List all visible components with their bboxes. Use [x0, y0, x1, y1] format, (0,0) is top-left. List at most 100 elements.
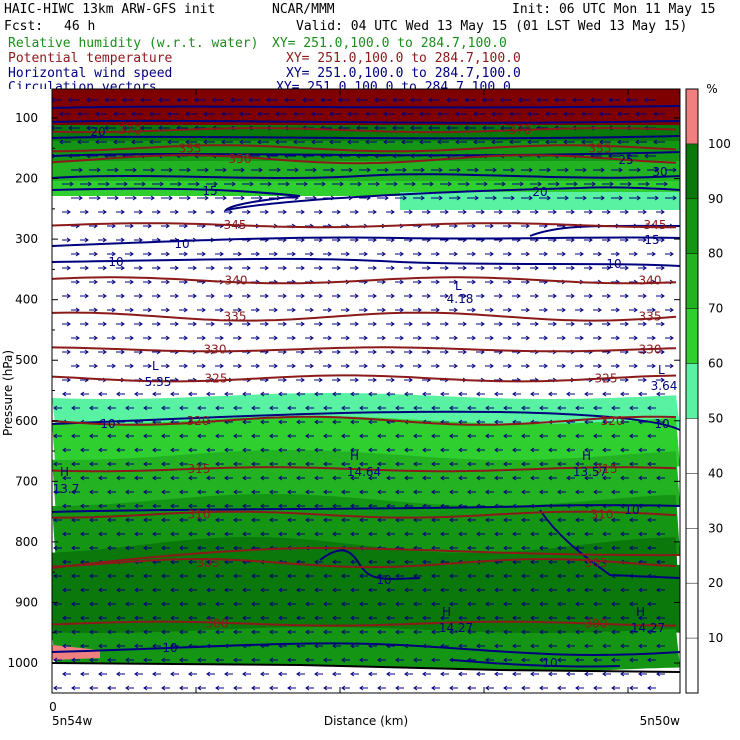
- wind-contour-15b: [529, 224, 680, 237]
- wind-contour-upper-3: [52, 135, 680, 140]
- wind-vector-head: [278, 447, 283, 453]
- wind-vector-head: [129, 223, 134, 229]
- wind-vector-head: [660, 349, 665, 355]
- wind-vector-head: [456, 167, 461, 173]
- wind-vector-head: [165, 363, 170, 369]
- wind-vector-head: [528, 167, 533, 173]
- wind-vector-head: [383, 111, 388, 117]
- wind-vector-head: [555, 181, 560, 187]
- wind-vector-head: [251, 601, 256, 607]
- wind-vector-head: [161, 601, 166, 607]
- wind-vector-head: [104, 97, 109, 103]
- wind-vector-head: [287, 489, 292, 495]
- wind-vector-head: [77, 111, 82, 117]
- wind-vector-head: [408, 349, 413, 355]
- wind-vector-head: [125, 601, 130, 607]
- wind-vector-head: [390, 265, 395, 271]
- wind-vector-head: [377, 629, 382, 635]
- wind-vector-head: [636, 167, 641, 173]
- wind-vector-head: [239, 139, 244, 145]
- wind-vector-head: [602, 671, 607, 677]
- wind-vector-head: [440, 671, 445, 677]
- wind-vector-head: [638, 475, 643, 481]
- wind-vector-head: [354, 209, 359, 215]
- wind-vector-head: [170, 531, 175, 537]
- wind-vector-head: [264, 321, 269, 327]
- wind-vector-head: [188, 671, 193, 677]
- colorbar-segment-10: [686, 638, 698, 693]
- wind-vector-head: [566, 447, 571, 453]
- wind-vector-head: [458, 531, 463, 537]
- wind-vector-head: [525, 279, 530, 285]
- wind-vector-head: [525, 335, 530, 341]
- wind-vector-head: [651, 307, 656, 313]
- wind-vector-head: [332, 559, 337, 565]
- wind-vector-head: [521, 601, 526, 607]
- wind-vector-head: [71, 461, 76, 467]
- theta-label-335-0: 335: [224, 310, 247, 324]
- wind-vector-head: [539, 489, 544, 495]
- wind-vector-head: [593, 573, 598, 579]
- wind-vector-head: [246, 209, 251, 215]
- wind-vector-head: [291, 251, 296, 257]
- wind-vector-head: [372, 265, 377, 271]
- wind-vector-head: [269, 629, 274, 635]
- wind-vector-head: [179, 601, 184, 607]
- wind-vector-head: [300, 265, 305, 271]
- wind-vector-head: [638, 531, 643, 537]
- wind-vector-head: [341, 657, 346, 663]
- wind-vector-head: [161, 405, 166, 411]
- valid-time: Valid: 04 UTC Wed 13 May 15 (01 LST Wed …: [296, 19, 688, 34]
- wind-vector-head: [86, 125, 91, 131]
- colorbar-label-60: 60: [708, 357, 723, 371]
- wind-vector-head: [278, 475, 283, 481]
- wind-vector-head: [278, 615, 283, 621]
- wind-vector-head: [201, 335, 206, 341]
- wind-vector-head: [368, 419, 373, 425]
- wind-vector-head: [635, 111, 640, 117]
- wind-vector-head: [311, 139, 316, 145]
- wind-vector-head: [600, 195, 605, 201]
- wind-vector-head: [584, 447, 589, 453]
- wind-vector-head: [332, 503, 337, 509]
- wind-vector-head: [467, 545, 472, 551]
- wind-vector-head: [494, 391, 499, 397]
- extremum-value-2: 3.64: [651, 379, 678, 393]
- wind-vector-head: [102, 209, 107, 215]
- wind-vector-head: [512, 559, 517, 565]
- wind-vector-head: [548, 447, 553, 453]
- wind-vector-head: [449, 601, 454, 607]
- wind-vector-head: [584, 671, 589, 677]
- wind-vector-head: [392, 97, 397, 103]
- wind-vector-head: [372, 321, 377, 327]
- wind-vector-head: [638, 447, 643, 453]
- wind-vector-head: [381, 363, 386, 369]
- wind-vector-head: [485, 461, 490, 467]
- wind-vector-head: [75, 307, 80, 313]
- wind-vector-head: [345, 363, 350, 369]
- wind-vector-head: [357, 181, 362, 187]
- y-tick-label-1000: 1000: [7, 656, 38, 670]
- wind-vector-head: [539, 573, 544, 579]
- wind-vector-head: [422, 615, 427, 621]
- wind-vector-head: [458, 419, 463, 425]
- wind-vector-head: [381, 279, 386, 285]
- wind-vector-head: [611, 461, 616, 467]
- wind-vector-head: [651, 363, 656, 369]
- wind-vector-head: [159, 181, 164, 187]
- wind-vector-head: [564, 167, 569, 173]
- colorbar-label-20: 20: [708, 576, 723, 590]
- wind-vector-head: [102, 321, 107, 327]
- y-tick-label-400: 400: [15, 293, 38, 307]
- wind-vector-head: [264, 265, 269, 271]
- wind-vector-head: [251, 405, 256, 411]
- wind-vector-head: [354, 377, 359, 383]
- wind-vector-head: [395, 433, 400, 439]
- wind-vector-head: [663, 181, 668, 187]
- wind-vector-head: [672, 195, 677, 201]
- wind-vector-head: [321, 181, 326, 187]
- wind-vector-head: [642, 321, 647, 327]
- wind-vector-head: [431, 489, 436, 495]
- wind-vector-head: [278, 391, 283, 397]
- wind-vector-head: [669, 335, 674, 341]
